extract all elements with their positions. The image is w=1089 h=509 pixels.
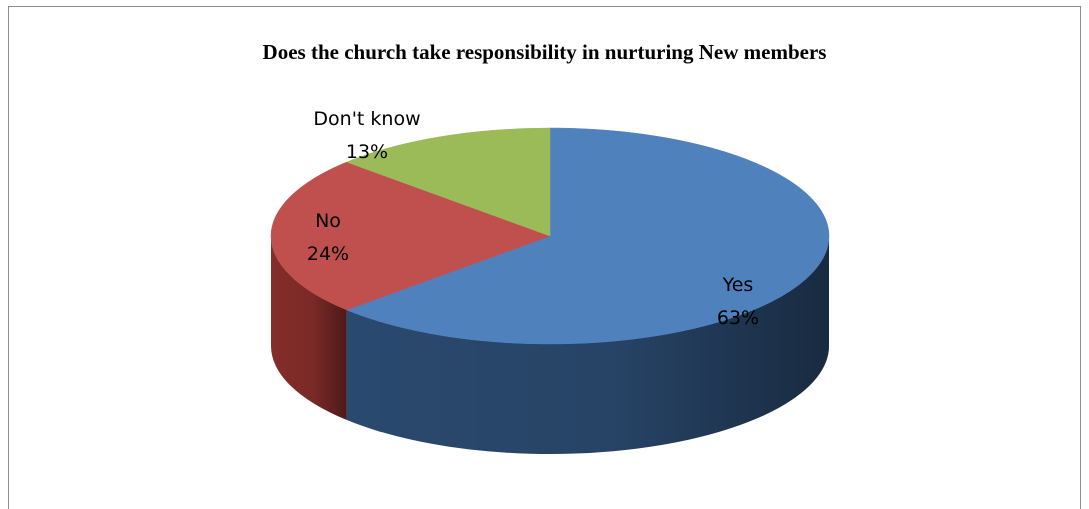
pie-slice-no [270, 161, 551, 311]
pie-side-shade-no [271, 236, 347, 420]
slice-name-yes: Yes [722, 274, 754, 296]
slice-name-no: No [315, 210, 341, 232]
slice-label-dont-know: Don't know 13% [313, 108, 420, 163]
chart-title: Does the church take responsibility in n… [262, 40, 827, 64]
pie-side-shade-yes [346, 236, 829, 454]
pie-tops [270, 127, 830, 345]
pie-slice-don-t-know [345, 127, 551, 237]
pie-sides [271, 236, 829, 454]
slice-name-dont-know: Don't know [313, 108, 420, 130]
pie-slice-yes [345, 127, 830, 345]
slice-label-yes: Yes 63% [717, 274, 759, 329]
slice-percent-dont-know: 13% [346, 141, 388, 163]
slice-percent-no: 24% [307, 243, 349, 265]
slice-label-no: No 24% [307, 210, 349, 265]
slice-percent-yes: 63% [717, 307, 759, 329]
